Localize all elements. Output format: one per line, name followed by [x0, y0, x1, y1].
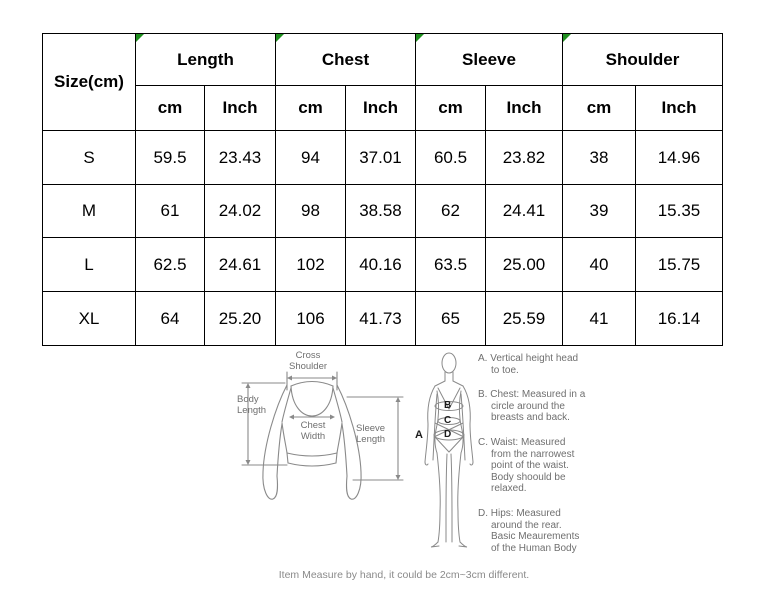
value-cell: 38 — [562, 130, 636, 185]
size-column-header: Size(cm) — [42, 33, 136, 131]
value-cell: 15.75 — [635, 237, 723, 292]
group-header-shoulder-label: Shoulder — [605, 49, 680, 69]
value-cell: 14.96 — [635, 130, 723, 185]
group-header-shoulder: Shoulder — [562, 33, 723, 86]
value-cell: 25.00 — [485, 237, 563, 292]
value-cell: 38.58 — [345, 184, 416, 238]
body-measure-diagram — [412, 346, 488, 563]
value-cell: 106 — [275, 291, 346, 346]
size-cell: S — [42, 130, 136, 185]
garment-sketch-image — [241, 371, 404, 500]
group-header-chest: Chest — [275, 33, 416, 86]
sleeve-length-label: Sleeve Length — [356, 423, 386, 445]
group-header-sleeve: Sleeve — [415, 33, 563, 86]
cell-corner-flag-icon — [276, 34, 284, 42]
group-header-sleeve-label: Sleeve — [462, 49, 516, 69]
garment-measure-diagram — [235, 350, 410, 512]
value-cell: 40 — [562, 237, 636, 292]
value-cell: 98 — [275, 184, 346, 238]
value-cell: 61 — [135, 184, 205, 238]
unit-header: cm — [415, 85, 486, 131]
size-table: Size(cm) Length Chest Sleeve Shoulder cm… — [42, 33, 723, 346]
value-cell: 63.5 — [415, 237, 486, 292]
table-unit-header-row: cm Inch cm Inch cm Inch cm Inch — [43, 85, 723, 131]
value-cell: 41 — [562, 291, 636, 346]
body-label-a: A — [415, 429, 423, 441]
table-row-m: M 61 24.02 98 38.58 62 24.41 39 15.35 — [42, 184, 723, 238]
value-cell: 64 — [135, 291, 205, 346]
value-cell: 59.5 — [135, 130, 205, 185]
note-height: A. Vertical height head to toe. — [478, 353, 579, 376]
chest-width-label: Chest Width — [300, 420, 326, 442]
value-cell: 25.59 — [485, 291, 563, 346]
value-cell: 41.73 — [345, 291, 416, 346]
value-cell: 16.14 — [635, 291, 723, 346]
table-row-s: S 59.5 23.43 94 37.01 60.5 23.82 38 14.9… — [42, 130, 723, 185]
group-header-length-label: Length — [177, 49, 234, 69]
size-cell: L — [42, 237, 136, 292]
cell-corner-flag-icon — [416, 34, 424, 42]
unit-header: cm — [562, 85, 636, 131]
unit-header: cm — [135, 85, 205, 131]
cross-shoulder-label: Cross Shoulder — [288, 350, 328, 372]
value-cell: 62.5 — [135, 237, 205, 292]
group-header-chest-label: Chest — [321, 49, 370, 69]
unit-header: cm — [275, 85, 346, 131]
table-row-l: L 62.5 24.61 102 40.16 63.5 25.00 40 15.… — [42, 237, 723, 292]
value-cell: 94 — [275, 130, 346, 185]
table-row-xl: XL 64 25.20 106 41.73 65 25.59 41 16.14 — [42, 291, 723, 346]
body-label-c: C — [444, 415, 452, 426]
note-chest: B. Chest: Measured in a circle around th… — [478, 389, 586, 424]
table-group-header-row: Size(cm) Length Chest Sleeve Shoulder — [42, 33, 723, 131]
cell-corner-flag-icon — [563, 34, 571, 42]
value-cell: 24.41 — [485, 184, 563, 238]
value-cell: 62 — [415, 184, 486, 238]
value-cell: 40.16 — [345, 237, 416, 292]
value-cell: 24.02 — [204, 184, 276, 238]
body-label-d: D — [444, 429, 452, 440]
value-cell: 39 — [562, 184, 636, 238]
body-sketch-image — [424, 352, 474, 548]
measure-disclaimer: Item Measure by hand, it could be 2cm~3c… — [278, 569, 530, 581]
size-cell: M — [42, 184, 136, 238]
body-label-b: B — [444, 400, 452, 411]
size-cell: XL — [42, 291, 136, 346]
value-cell: 24.61 — [204, 237, 276, 292]
cell-corner-flag-icon — [136, 34, 144, 42]
value-cell: 102 — [275, 237, 346, 292]
value-cell: 37.01 — [345, 130, 416, 185]
unit-header: Inch — [485, 85, 563, 131]
unit-header: Inch — [635, 85, 723, 131]
value-cell: 60.5 — [415, 130, 486, 185]
value-cell: 65 — [415, 291, 486, 346]
value-cell: 25.20 — [204, 291, 276, 346]
body-length-label: Body Length — [237, 394, 267, 416]
unit-header: Inch — [345, 85, 416, 131]
note-waist: C. Waist: Measured from the narrowest po… — [478, 436, 575, 495]
group-header-length: Length — [135, 33, 276, 86]
measure-notes-list: A. Vertical height head to toe. B. Chest… — [478, 353, 602, 567]
value-cell: 15.35 — [635, 184, 723, 238]
unit-header: Inch — [204, 85, 276, 131]
value-cell: 23.43 — [204, 130, 276, 185]
note-hips: D. Hips: Measured around the rear. Basic… — [478, 507, 580, 554]
value-cell: 23.82 — [485, 130, 563, 185]
